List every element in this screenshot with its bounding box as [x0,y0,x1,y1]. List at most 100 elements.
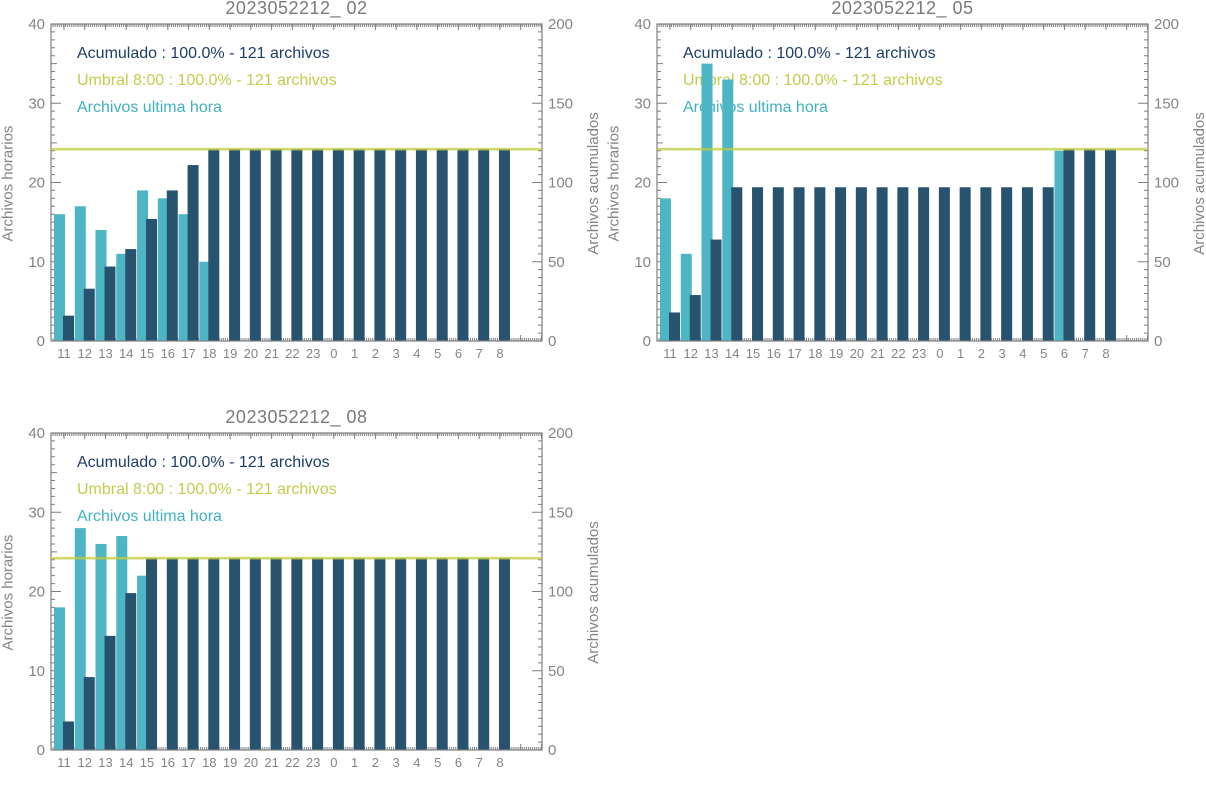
svg-text:8: 8 [1102,346,1109,361]
svg-text:2: 2 [978,346,985,361]
svg-text:0: 0 [548,742,556,759]
svg-text:16: 16 [161,755,175,770]
svg-text:14: 14 [119,755,133,770]
svg-text:40: 40 [28,16,45,33]
svg-text:50: 50 [548,254,565,271]
svg-text:20: 20 [244,755,258,770]
legend-umbral: Umbral 8:00 : 100.0% - 121 archivos [77,72,337,89]
svg-text:23: 23 [306,346,320,361]
svg-text:15: 15 [140,755,154,770]
svg-text:13: 13 [98,755,112,770]
svg-text:100: 100 [1154,175,1179,192]
dashboard-canvas: { "colors": { "teal_bar": "#4db5c3", "na… [0,0,1206,771]
legend-acumulado: Acumulado : 100.0% - 121 archivos [77,454,330,471]
svg-text:10: 10 [634,254,651,271]
legend-ultima-hora: Archivos ultima hora [77,99,222,116]
svg-text:19: 19 [829,346,843,361]
chart-panel-02: 2023052212_ 02 Archivos horarios Archivo… [0,0,603,386]
svg-text:8: 8 [496,755,503,770]
svg-text:12: 12 [78,346,92,361]
svg-text:5: 5 [434,346,441,361]
svg-text:11: 11 [663,346,677,361]
svg-text:7: 7 [476,346,483,361]
svg-text:100: 100 [548,175,573,192]
svg-text:19: 19 [223,755,237,770]
chart-title: 2023052212_ 02 [225,0,368,18]
svg-text:30: 30 [28,95,45,112]
svg-text:21: 21 [264,346,278,361]
svg-text:16: 16 [767,346,781,361]
svg-text:14: 14 [725,346,739,361]
svg-text:8: 8 [496,346,503,361]
legend-umbral: Umbral 8:00 : 100.0% - 121 archivos [683,72,943,89]
svg-text:15: 15 [140,346,154,361]
chart-legend: Acumulado : 100.0% - 121 archivos Umbral… [77,449,337,530]
svg-text:30: 30 [634,95,651,112]
chart-title: 2023052212_ 08 [225,407,368,427]
svg-text:14: 14 [119,346,133,361]
chart-panel-05: 2023052212_ 05 Archivos horarios Archivo… [606,0,1206,386]
svg-text:5: 5 [434,755,441,770]
svg-text:15: 15 [746,346,760,361]
svg-text:30: 30 [28,504,45,521]
legend-ultima-hora: Archivos ultima hora [683,99,828,116]
svg-text:21: 21 [870,346,884,361]
svg-text:20: 20 [28,175,45,192]
svg-text:11: 11 [57,346,71,361]
chart-legend: Acumulado : 100.0% - 121 archivos Umbral… [77,40,337,121]
svg-text:13: 13 [98,346,112,361]
svg-text:2: 2 [372,346,379,361]
svg-text:7: 7 [476,755,483,770]
svg-text:18: 18 [202,346,216,361]
svg-text:1: 1 [351,755,358,770]
svg-text:22: 22 [285,346,299,361]
svg-text:5: 5 [1040,346,1047,361]
svg-text:150: 150 [548,95,573,112]
legend-ultima-hora: Archivos ultima hora [77,508,222,525]
svg-text:7: 7 [1082,346,1089,361]
svg-text:13: 13 [704,346,718,361]
svg-text:22: 22 [285,755,299,770]
svg-text:0: 0 [330,755,337,770]
svg-text:18: 18 [202,755,216,770]
svg-text:18: 18 [808,346,822,361]
svg-text:16: 16 [161,346,175,361]
svg-text:50: 50 [1154,254,1171,271]
svg-text:40: 40 [28,425,45,442]
svg-text:6: 6 [455,755,462,770]
svg-text:10: 10 [28,254,45,271]
svg-text:3: 3 [999,346,1006,361]
svg-text:150: 150 [548,504,573,521]
svg-text:6: 6 [1061,346,1068,361]
svg-text:100: 100 [548,584,573,601]
svg-text:23: 23 [912,346,926,361]
svg-text:0: 0 [330,346,337,361]
chart-panel-08: 2023052212_ 08 Archivos horarios Archivo… [0,407,603,795]
svg-text:20: 20 [28,584,45,601]
legend-acumulado: Acumulado : 100.0% - 121 archivos [683,45,936,62]
svg-text:10: 10 [28,663,45,680]
svg-text:4: 4 [413,755,420,770]
svg-text:11: 11 [57,755,71,770]
svg-text:17: 17 [787,346,801,361]
svg-text:150: 150 [1154,95,1179,112]
svg-text:23: 23 [306,755,320,770]
svg-text:0: 0 [1154,333,1162,350]
svg-text:0: 0 [37,742,45,759]
svg-text:0: 0 [643,333,651,350]
svg-text:20: 20 [850,346,864,361]
svg-text:200: 200 [548,425,573,442]
svg-text:3: 3 [393,346,400,361]
svg-text:21: 21 [264,755,278,770]
svg-text:200: 200 [1154,16,1179,33]
svg-text:4: 4 [1019,346,1026,361]
svg-text:17: 17 [181,755,195,770]
svg-text:19: 19 [223,346,237,361]
legend-acumulado: Acumulado : 100.0% - 121 archivos [77,45,330,62]
svg-text:3: 3 [393,755,400,770]
chart-title: 2023052212_ 05 [831,0,974,18]
legend-umbral: Umbral 8:00 : 100.0% - 121 archivos [77,481,337,498]
